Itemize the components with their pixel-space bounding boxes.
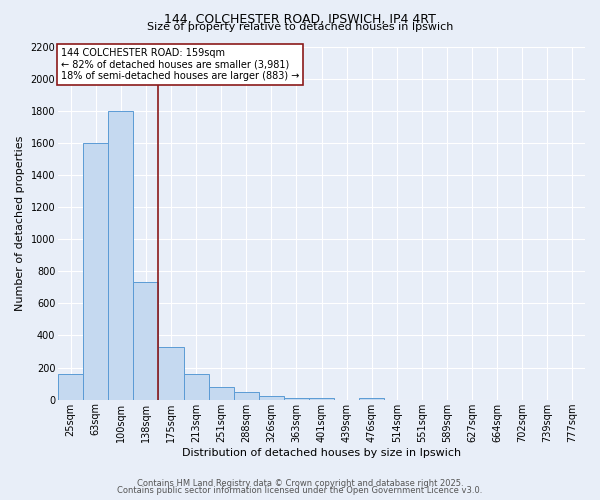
Bar: [133, 282, 158, 400]
Bar: [158, 348, 184, 400]
X-axis label: Distribution of detached houses by size in Ipswich: Distribution of detached houses by size …: [182, 448, 461, 458]
Text: Size of property relative to detached houses in Ipswich: Size of property relative to detached ho…: [147, 22, 453, 32]
Bar: [234, 392, 259, 400]
Y-axis label: Number of detached properties: Number of detached properties: [15, 136, 25, 311]
Bar: [108, 110, 133, 400]
Text: Contains public sector information licensed under the Open Government Licence v3: Contains public sector information licen…: [118, 486, 482, 495]
Text: Contains HM Land Registry data © Crown copyright and database right 2025.: Contains HM Land Registry data © Crown c…: [137, 478, 463, 488]
Bar: [184, 374, 209, 400]
Bar: [259, 396, 284, 400]
Bar: [284, 398, 309, 400]
Bar: [83, 143, 108, 400]
Text: 144, COLCHESTER ROAD, IPSWICH, IP4 4RT: 144, COLCHESTER ROAD, IPSWICH, IP4 4RT: [164, 12, 436, 26]
Bar: [359, 398, 384, 400]
Bar: [309, 398, 334, 400]
Bar: [58, 374, 83, 400]
Text: 144 COLCHESTER ROAD: 159sqm
← 82% of detached houses are smaller (3,981)
18% of : 144 COLCHESTER ROAD: 159sqm ← 82% of det…: [61, 48, 299, 82]
Bar: [209, 387, 234, 400]
